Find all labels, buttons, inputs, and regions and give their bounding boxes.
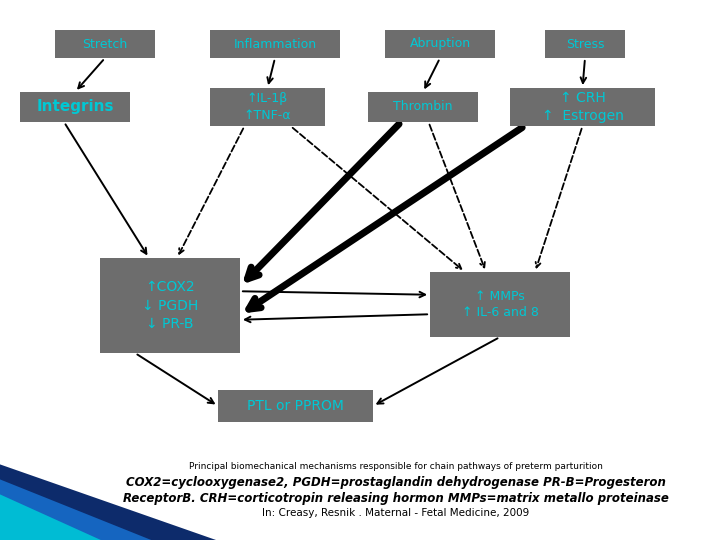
Text: COX2=cyclooxygenase2, PGDH=prostaglandin dehydrogenase PR-B=Progesteron: COX2=cyclooxygenase2, PGDH=prostaglandin… [126,476,666,489]
FancyBboxPatch shape [100,258,240,353]
Polygon shape [0,464,216,540]
Text: Stretch: Stretch [82,37,127,51]
Polygon shape [0,495,101,540]
FancyBboxPatch shape [430,272,570,337]
Text: Thrombin: Thrombin [393,100,453,113]
FancyBboxPatch shape [368,92,478,122]
FancyBboxPatch shape [20,92,130,122]
Text: Abruption: Abruption [410,37,471,51]
Text: ReceptorB. CRH=corticotropin releasing hormon MMPs=matrix metallo proteinase: ReceptorB. CRH=corticotropin releasing h… [123,492,669,505]
Text: Stress: Stress [566,37,604,51]
FancyBboxPatch shape [510,88,655,126]
FancyBboxPatch shape [545,30,625,58]
Text: ↑ MMPs
↑ IL-6 and 8: ↑ MMPs ↑ IL-6 and 8 [462,289,539,320]
Text: PTL or PPROM: PTL or PPROM [247,399,344,413]
FancyBboxPatch shape [210,30,340,58]
FancyBboxPatch shape [55,30,155,58]
Text: ↑ CRH
↑  Estrogen: ↑ CRH ↑ Estrogen [541,91,624,123]
Text: Inflammation: Inflammation [233,37,317,51]
Text: Integrins: Integrins [36,99,114,114]
Polygon shape [0,480,151,540]
Text: In: Creasy, Resnik . Maternal - Fetal Medicine, 2009: In: Creasy, Resnik . Maternal - Fetal Me… [262,508,530,518]
Text: Principal biomechanical mechanisms responsible for chain pathways of preterm par: Principal biomechanical mechanisms respo… [189,462,603,471]
Text: ↑IL-1β
↑TNF-α: ↑IL-1β ↑TNF-α [244,92,292,122]
FancyBboxPatch shape [385,30,495,58]
FancyBboxPatch shape [210,88,325,126]
FancyBboxPatch shape [218,390,373,422]
Text: ↑COX2
↓ PGDH
↓ PR-B: ↑COX2 ↓ PGDH ↓ PR-B [142,280,198,331]
